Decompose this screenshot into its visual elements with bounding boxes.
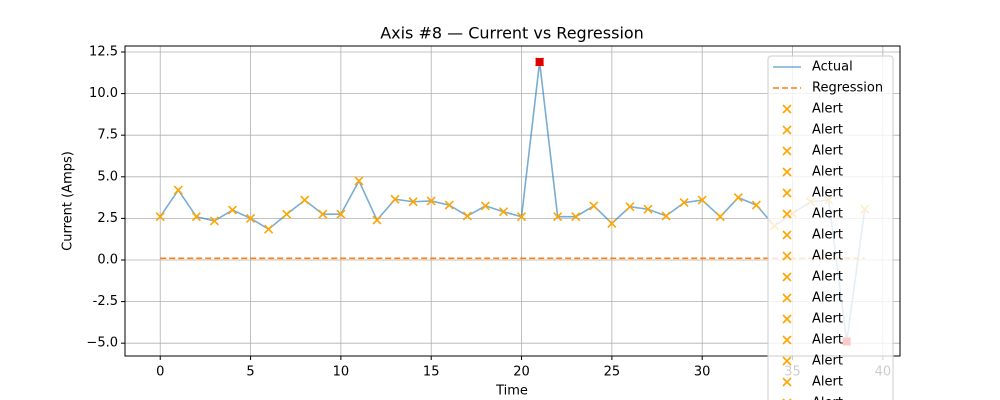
alert-marker bbox=[173, 185, 183, 195]
alert-marker bbox=[782, 335, 792, 345]
alert-marker bbox=[782, 104, 792, 114]
alert-marker bbox=[751, 200, 761, 210]
legend-label: Alert bbox=[812, 354, 843, 369]
series-line bbox=[159, 61, 866, 342]
alert-marker bbox=[264, 224, 274, 234]
chart-title: Axis #8 — Current vs Regression bbox=[380, 24, 644, 43]
alert-marker bbox=[227, 205, 238, 215]
alert-marker bbox=[715, 212, 725, 222]
legend-label: Alert bbox=[812, 270, 843, 285]
alert-marker bbox=[354, 176, 364, 186]
alert-marker bbox=[782, 209, 792, 219]
alert-marker bbox=[282, 209, 292, 219]
x-tick-label: 30 bbox=[694, 365, 711, 380]
legend-label: Alert bbox=[812, 102, 843, 117]
legend-label: Actual bbox=[812, 60, 853, 75]
legend-box bbox=[767, 55, 894, 400]
alert-marker bbox=[782, 272, 792, 282]
legend-label: Alert bbox=[812, 165, 843, 180]
alert-marker bbox=[462, 211, 472, 221]
alert-marker bbox=[336, 209, 346, 219]
legend-label: Alert bbox=[812, 123, 843, 138]
x-tick-label: 0 bbox=[156, 365, 164, 380]
legend-label: Alert bbox=[812, 375, 843, 390]
alert-marker bbox=[607, 218, 617, 228]
x-tick-label: 25 bbox=[604, 365, 621, 380]
legend-label: Alert bbox=[812, 396, 843, 400]
alert-marker bbox=[516, 212, 527, 222]
x-tick-label: 5 bbox=[246, 365, 254, 380]
x-tick-label: 10 bbox=[333, 365, 350, 380]
x-tick-label: 15 bbox=[423, 365, 440, 380]
plot-frame bbox=[124, 45, 901, 357]
alert-marker bbox=[318, 209, 328, 219]
alert-marker bbox=[782, 293, 792, 303]
alert-marker bbox=[782, 251, 792, 261]
alert-marker bbox=[209, 216, 219, 226]
alert-marker bbox=[679, 198, 689, 208]
alert-marker bbox=[782, 356, 792, 366]
legend-label: Alert bbox=[812, 228, 843, 243]
alert-marker bbox=[733, 193, 743, 203]
anomaly-marker bbox=[535, 57, 544, 66]
legend-label: Alert bbox=[812, 186, 843, 201]
alert-marker bbox=[498, 207, 509, 217]
alert-marker bbox=[372, 215, 382, 225]
legend-label: Regression bbox=[812, 81, 883, 96]
y-tick-label: 12.5 bbox=[89, 44, 118, 59]
alert-marker bbox=[553, 212, 563, 222]
legend-label: Alert bbox=[812, 312, 843, 327]
legend-label: Alert bbox=[812, 291, 843, 306]
alert-marker bbox=[408, 197, 418, 207]
alert-marker bbox=[571, 212, 581, 222]
legend-label: Alert bbox=[812, 249, 843, 264]
alert-marker bbox=[782, 377, 792, 387]
y-tick-label: 2.5 bbox=[97, 211, 118, 226]
alert-marker bbox=[782, 314, 792, 324]
legend-label: Alert bbox=[812, 144, 843, 159]
alert-marker bbox=[155, 212, 165, 222]
y-tick-label: −5.0 bbox=[86, 336, 118, 351]
y-tick-label: 10.0 bbox=[89, 86, 118, 101]
alert-marker bbox=[782, 167, 792, 177]
alert-marker bbox=[782, 188, 792, 198]
alert-marker bbox=[390, 194, 400, 204]
alert-marker bbox=[782, 230, 792, 240]
alert-marker bbox=[589, 201, 599, 211]
alert-marker bbox=[191, 212, 201, 222]
y-axis-label: Current (Amps) bbox=[61, 151, 76, 251]
alert-marker bbox=[782, 146, 792, 156]
alert-marker bbox=[697, 195, 707, 205]
alert-marker bbox=[782, 125, 792, 135]
legend-label: Alert bbox=[812, 207, 843, 222]
alert-marker bbox=[480, 201, 490, 211]
alert-marker bbox=[245, 213, 256, 223]
y-tick-label: 7.5 bbox=[97, 128, 118, 143]
y-tick-label: -2.5 bbox=[93, 294, 118, 309]
y-tick-label: 0.0 bbox=[97, 252, 118, 267]
alert-marker bbox=[444, 200, 454, 210]
y-tick-label: 5.0 bbox=[97, 169, 118, 184]
alert-marker bbox=[661, 211, 671, 221]
x-tick-label: 20 bbox=[513, 365, 530, 380]
alert-marker bbox=[625, 202, 635, 212]
alert-marker bbox=[300, 195, 310, 205]
alert-marker bbox=[426, 196, 436, 206]
legend: Actual Regression Alert Alert Alert Alert Aler… bbox=[767, 55, 894, 400]
alert-marker bbox=[643, 204, 653, 214]
x-axis-label: Time bbox=[495, 384, 528, 399]
legend-label: Alert bbox=[812, 333, 843, 348]
